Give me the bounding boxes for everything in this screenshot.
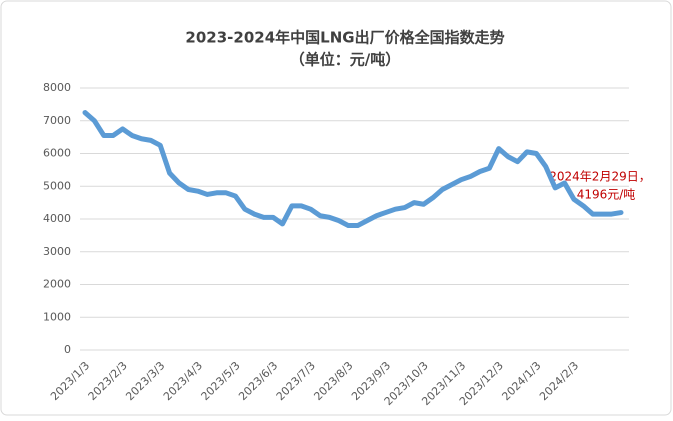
annotation: 4196元/吨 bbox=[577, 188, 636, 202]
y-tick-label: 4000 bbox=[43, 212, 71, 225]
data-line bbox=[82, 110, 624, 229]
y-tick-label: 2000 bbox=[43, 278, 71, 291]
y-tick-label: 3000 bbox=[43, 245, 71, 258]
y-tick-label: 8000 bbox=[43, 81, 71, 94]
y-tick-label: 5000 bbox=[43, 179, 71, 192]
y-tick-label: 7000 bbox=[43, 114, 71, 127]
chart-subtitle: （单位：元/吨） bbox=[290, 51, 400, 69]
annotation: 2024年2月29日， bbox=[549, 170, 650, 184]
chart-title: 2023-2024年中国LNG出厂价格全国指数走势 bbox=[185, 29, 504, 47]
y-tick-label: 0 bbox=[64, 343, 71, 356]
y-tick-label: 6000 bbox=[43, 147, 71, 160]
y-tick-label: 1000 bbox=[43, 310, 71, 323]
